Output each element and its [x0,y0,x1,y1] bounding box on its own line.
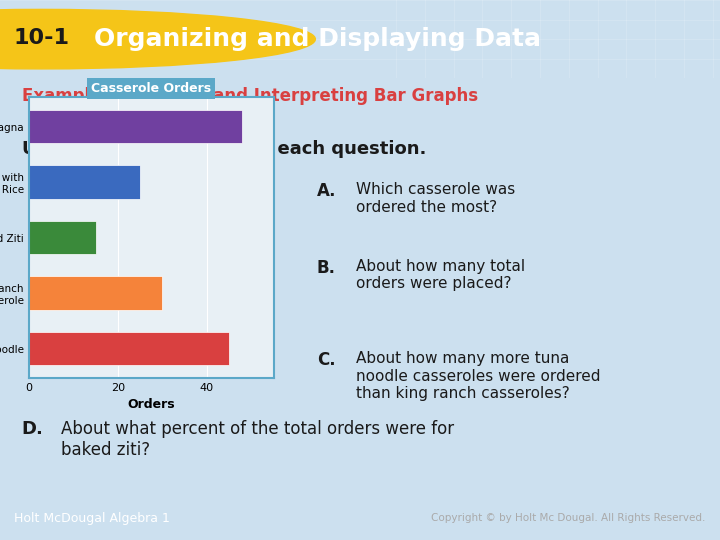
Text: D.: D. [22,420,43,438]
Text: Which casserole was
ordered the most?: Which casserole was ordered the most? [356,183,516,215]
Title: Casserole Orders: Casserole Orders [91,82,211,94]
Text: About how many total
orders were placed?: About how many total orders were placed? [356,259,526,292]
Text: Holt McDougal Algebra 1: Holt McDougal Algebra 1 [14,512,170,525]
Bar [29,332,229,365]
Text: Use the graph to answer each question.: Use the graph to answer each question. [22,140,426,158]
Circle shape [0,9,315,69]
Text: Copyright © by Holt Mc Dougal. All Rights Reserved.: Copyright © by Holt Mc Dougal. All Right… [431,514,706,523]
Text: About how many more tuna
noodle casseroles were ordered
than king ranch casserol: About how many more tuna noodle casserol… [356,351,601,401]
Bar [29,165,140,199]
Text: A.: A. [317,183,336,200]
Text: B.: B. [317,259,336,277]
Text: Example 1: Reading and Interpreting Bar Graphs: Example 1: Reading and Interpreting Bar … [22,87,478,105]
Bar [29,110,243,143]
Bar [29,221,96,254]
X-axis label: Orders: Orders [127,399,175,411]
Text: 10-1: 10-1 [14,28,70,48]
Bar [29,276,162,310]
Text: About what percent of the total orders were for
baked ziti?: About what percent of the total orders w… [61,420,454,459]
Text: C.: C. [317,351,336,369]
Text: Organizing and Displaying Data: Organizing and Displaying Data [94,27,541,51]
